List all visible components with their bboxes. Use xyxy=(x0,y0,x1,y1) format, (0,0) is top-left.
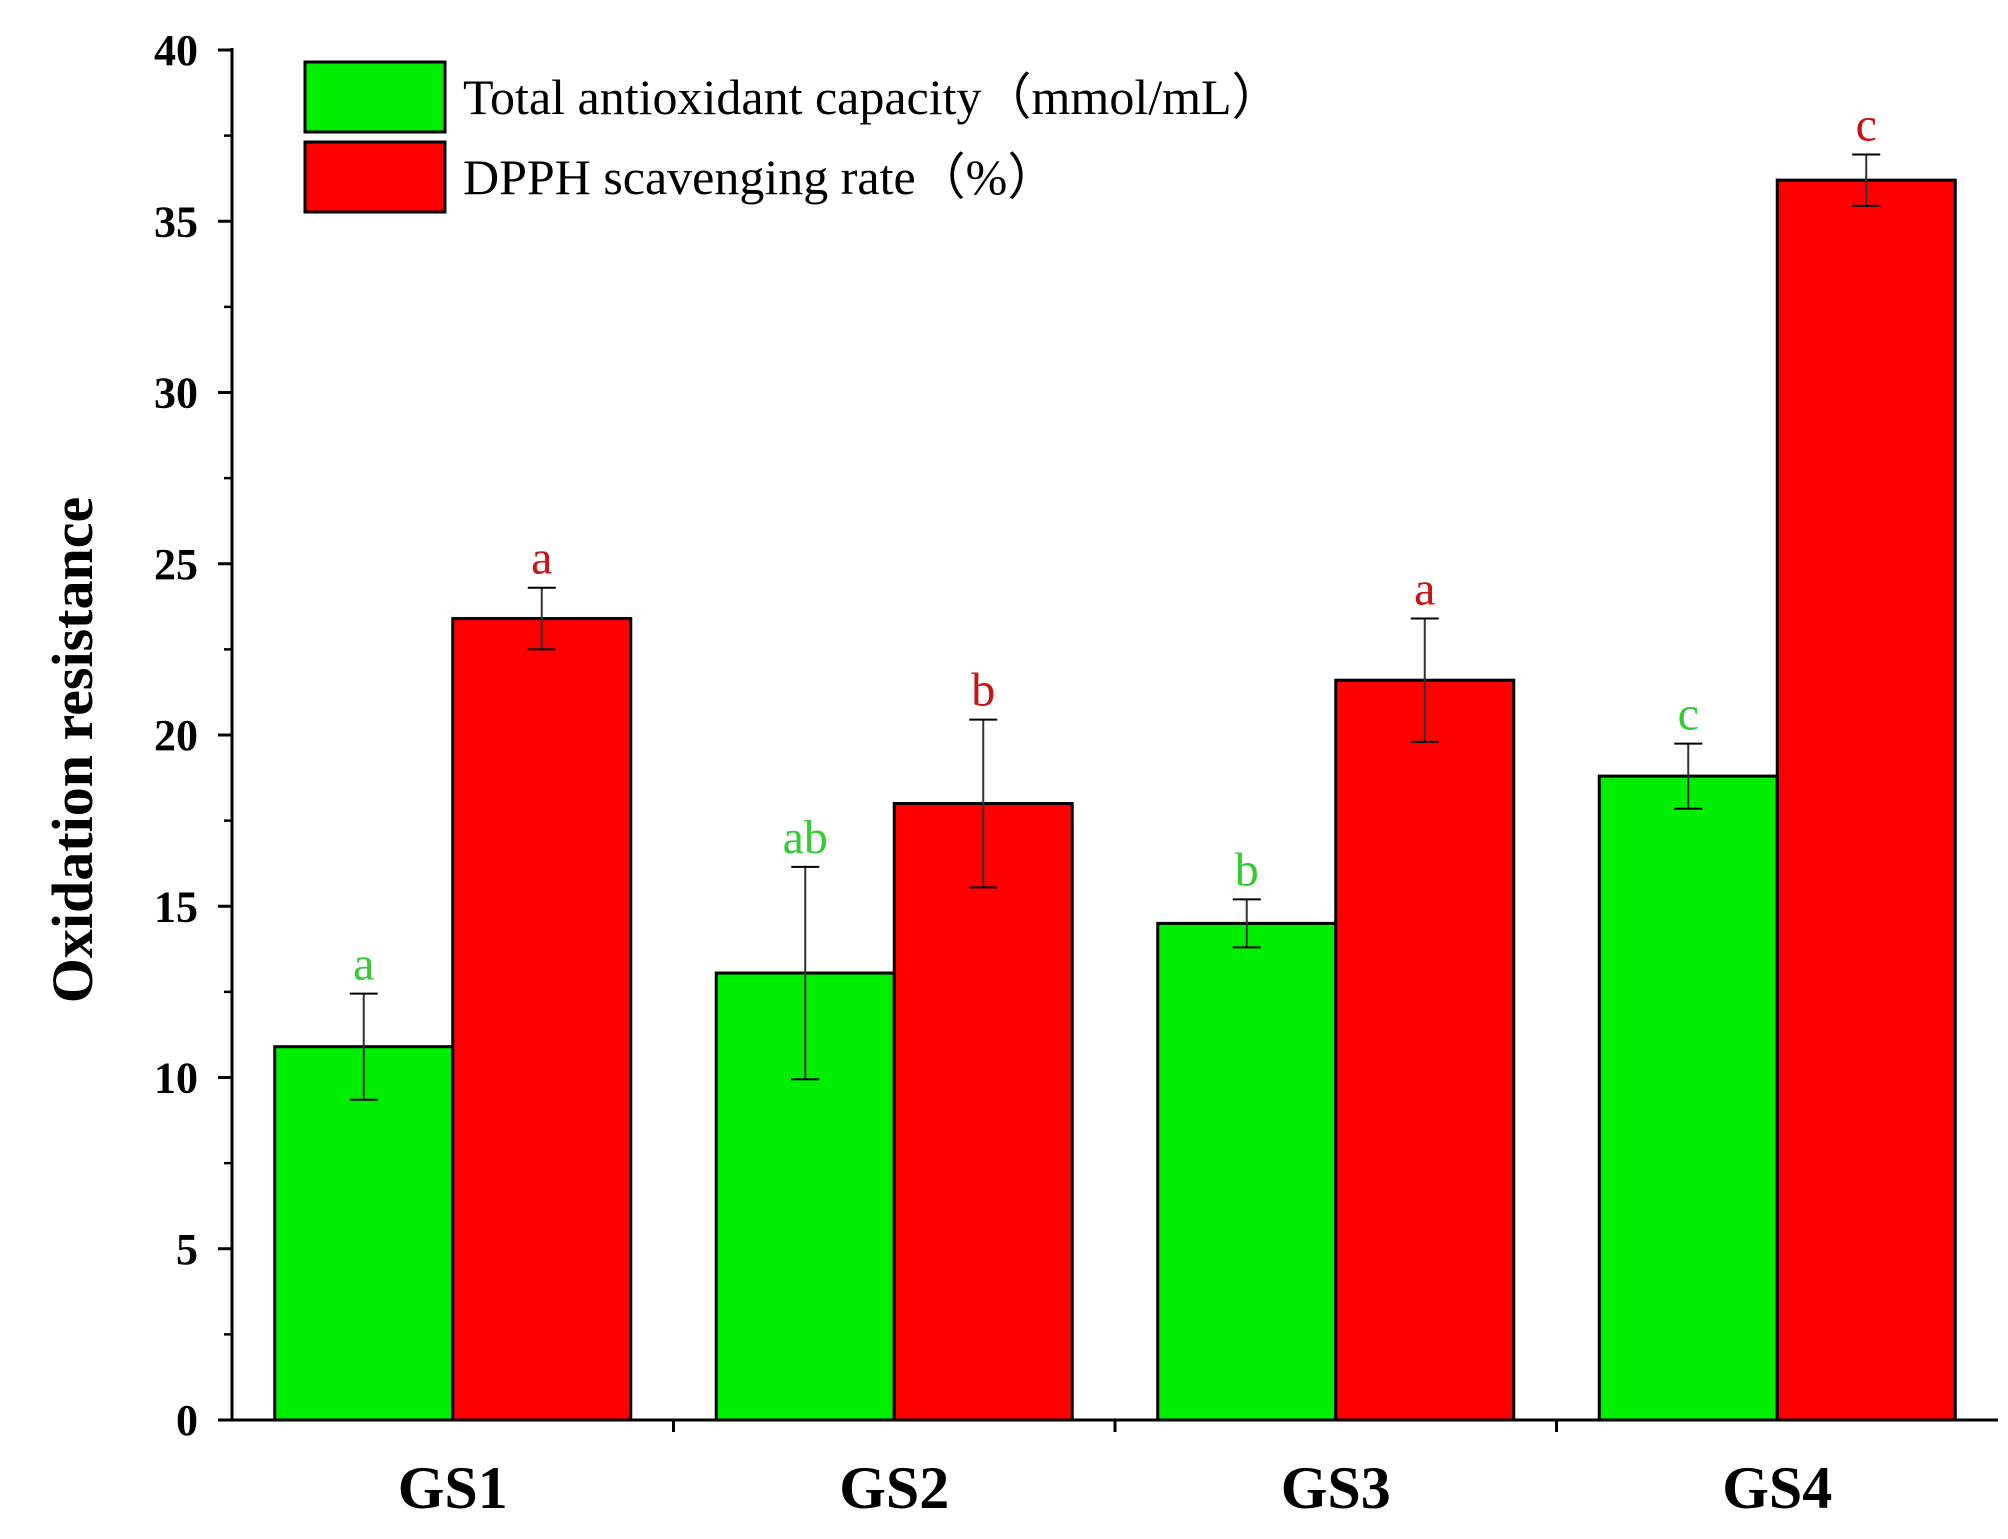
chart-bars xyxy=(273,153,1957,1422)
x-tick-label: GS1 xyxy=(398,1455,508,1521)
chart-axes: 0 5 10 15 20 25 30 35 40 Oxidation resistance GS1 G… xyxy=(40,26,1998,1521)
legend-swatch-tac xyxy=(303,60,447,134)
y-axis-title: Oxidation resistance xyxy=(40,497,105,1003)
significance-label: c xyxy=(1856,98,1877,151)
y-tick-label: 25 xyxy=(154,540,198,589)
y-tick-label: 0 xyxy=(176,1396,198,1445)
significance-label: b xyxy=(971,664,995,717)
bar-dpph-gs2 xyxy=(892,802,1074,1422)
significance-label: a xyxy=(531,532,552,585)
legend-label-tac: Total antioxidant capacity（mmol/mL） xyxy=(463,69,1282,125)
y-tick-label: 30 xyxy=(154,369,198,418)
bar-dpph-gs3 xyxy=(1334,678,1516,1422)
y-tick-label: 20 xyxy=(154,711,198,760)
chart-legend: Total antioxidant capacity（mmol/mL） DPPH … xyxy=(303,60,1282,214)
bar-tac-gs1 xyxy=(273,1045,455,1422)
y-tick-label: 35 xyxy=(154,197,198,246)
significance-label: a xyxy=(353,938,374,991)
bar-dpph-gs4 xyxy=(1775,178,1957,1422)
x-tick-label: GS3 xyxy=(1281,1455,1391,1521)
significance-label: c xyxy=(1678,688,1699,741)
legend-swatch-dpph xyxy=(303,140,447,214)
bar-dpph-gs1 xyxy=(451,617,633,1422)
bar-tac-gs4 xyxy=(1597,774,1779,1422)
x-tick-label: GS4 xyxy=(1722,1455,1832,1521)
x-tick-label: GS2 xyxy=(839,1455,949,1521)
chart-labels: a a ab b b a c c xyxy=(353,98,1877,990)
significance-label: b xyxy=(1235,843,1259,896)
y-tick-label: 15 xyxy=(154,882,198,931)
y-tick-label: 10 xyxy=(154,1054,198,1103)
y-tick-label: 5 xyxy=(176,1225,198,1274)
significance-label: a xyxy=(1414,563,1435,616)
legend-label-dpph: DPPH scavenging rate（%） xyxy=(463,149,1057,205)
significance-label: ab xyxy=(783,811,828,864)
y-tick-label: 40 xyxy=(154,26,198,75)
bar-tac-gs3 xyxy=(1156,921,1338,1422)
